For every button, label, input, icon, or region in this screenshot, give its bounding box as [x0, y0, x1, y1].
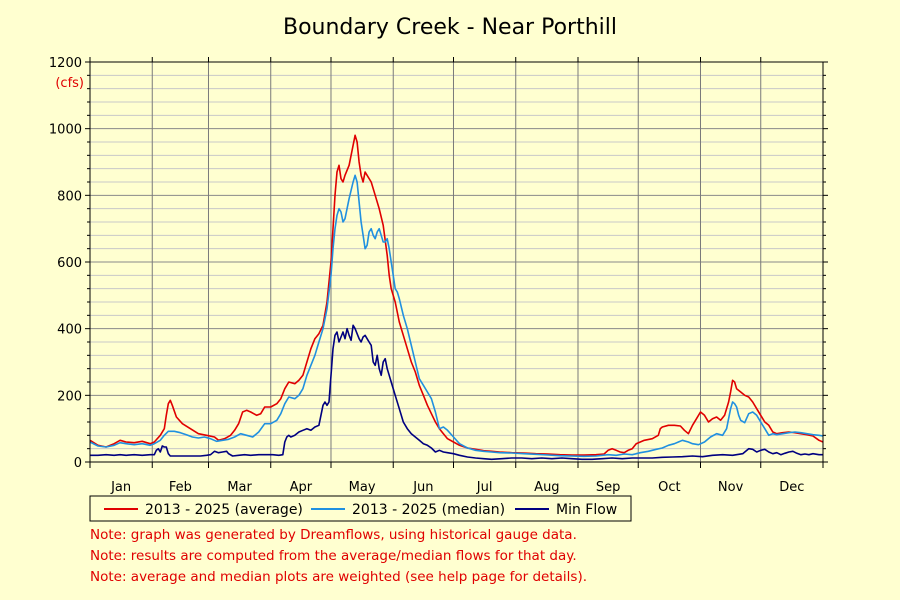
y-tick-label: 0: [74, 456, 82, 471]
series-line-median: [89, 174, 824, 458]
x-tick-label: Mar: [227, 480, 252, 495]
y-tick-label: 1200: [49, 56, 82, 71]
legend-label-median: 2013 - 2025 (median): [352, 502, 505, 518]
y-tick-label: 800: [57, 189, 82, 204]
x-tick-label: Aug: [534, 480, 559, 495]
legend: 2013 - 2025 (average) 2013 - 2025 (media…: [89, 495, 632, 522]
series-line-average: [89, 134, 824, 456]
y-tick-label: 1000: [49, 123, 82, 138]
y-tick-label: 400: [57, 323, 82, 338]
grid: [90, 61, 823, 463]
x-tick-label: May: [349, 480, 376, 495]
x-tick-label: Jul: [476, 480, 493, 495]
legend-label-average: 2013 - 2025 (average): [145, 502, 303, 518]
axes: 0 200 400 600 800 1000 1200 Jan Feb Mar Apr May Jun J…: [49, 56, 828, 495]
notes: Note: graph was generated by Dreamflows,…: [90, 525, 587, 588]
x-tick-label: Oct: [658, 480, 680, 495]
x-tick-label: Dec: [779, 480, 804, 495]
x-tick-label: Jun: [412, 480, 433, 495]
y-tick-label: 600: [57, 256, 82, 271]
x-tick-label: Apr: [290, 480, 313, 495]
note-line: Note: average and median plots are weigh…: [90, 569, 588, 585]
x-tick-label: Jan: [110, 480, 131, 495]
series-group: [89, 134, 824, 461]
legend-label-min-flow: Min Flow: [556, 502, 617, 518]
note-line: Note: results are computed from the aver…: [90, 548, 577, 564]
note-line: Note: graph was generated by Dreamflows,…: [90, 527, 577, 543]
y-tick-label: 200: [57, 389, 82, 404]
chart-title: Boundary Creek - Near Porthill: [283, 15, 617, 40]
x-tick-label: Sep: [596, 480, 621, 495]
series-line-min-flow: [90, 324, 823, 461]
y-axis-unit: (cfs): [55, 76, 84, 91]
x-tick-label: Feb: [169, 480, 192, 495]
x-tick-label: Nov: [718, 480, 744, 495]
